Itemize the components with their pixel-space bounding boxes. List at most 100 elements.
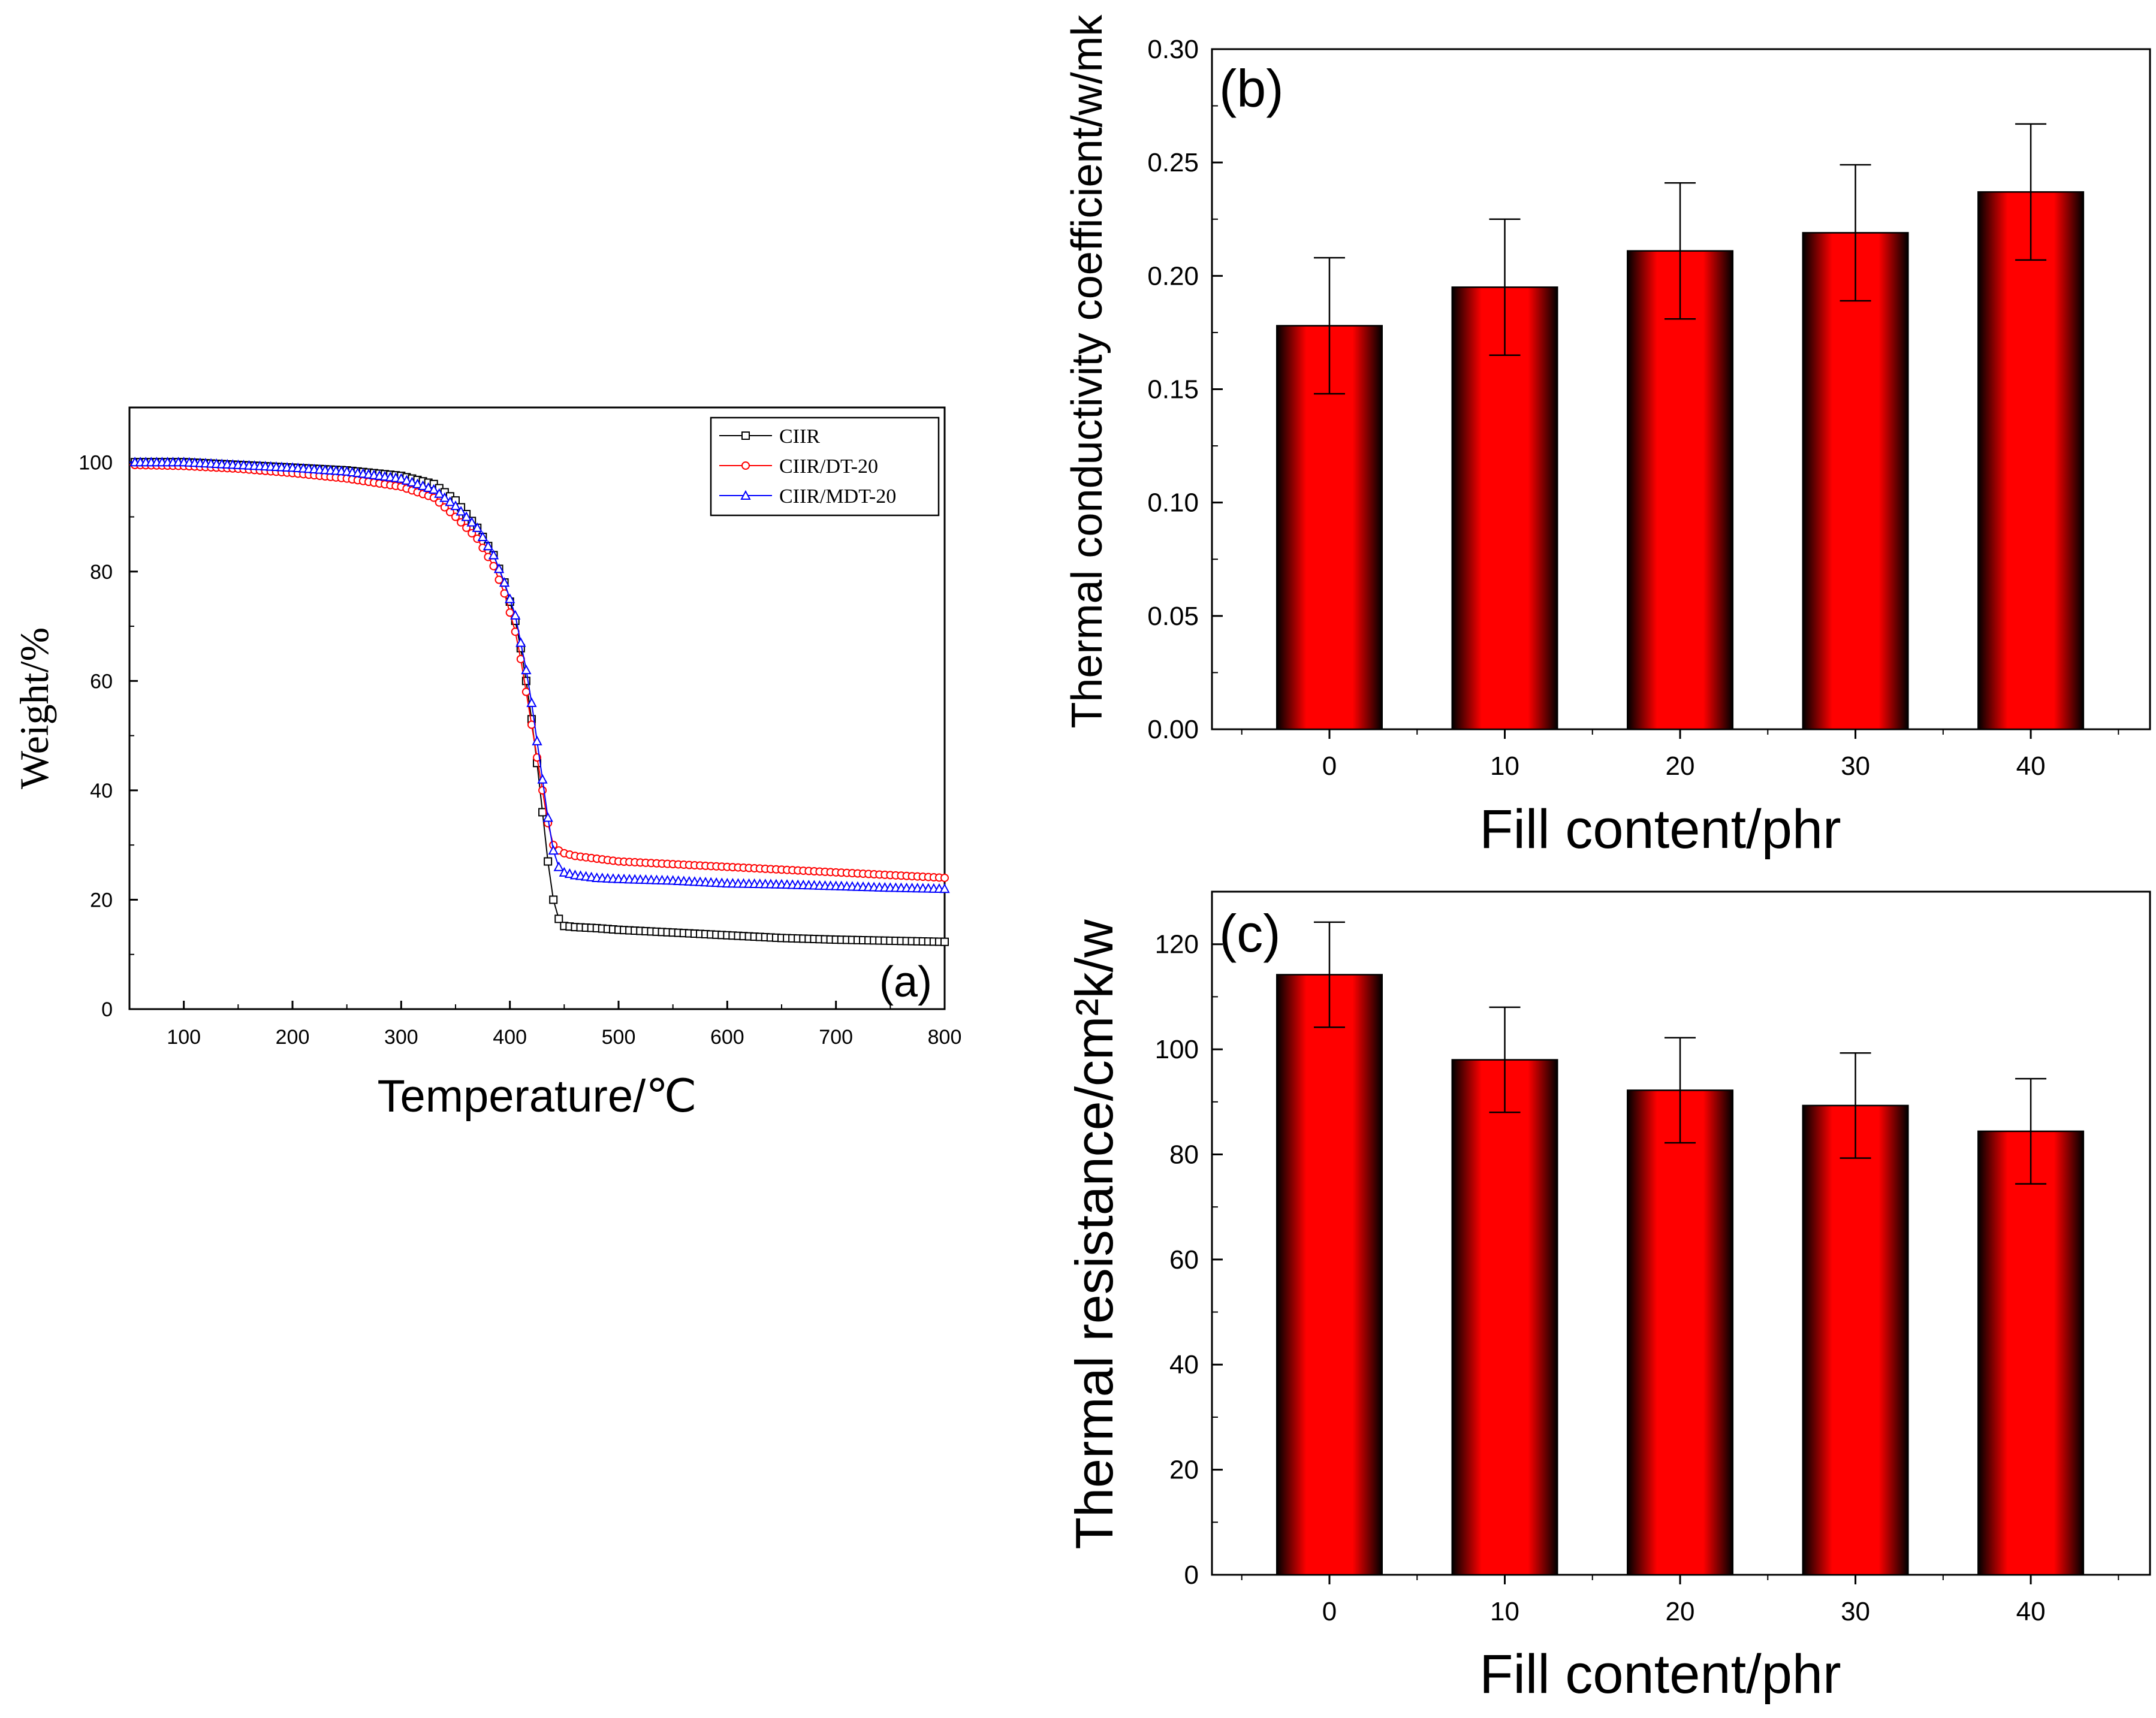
data-point: [483, 541, 494, 551]
x-tick-label: 300: [384, 1026, 418, 1049]
panel-a-xlabel: Temperature/℃: [377, 1071, 696, 1122]
x-tick-label: 700: [819, 1026, 853, 1049]
y-tick-label: 20: [90, 889, 113, 911]
data-point: [549, 895, 558, 904]
y-tick-label: 40: [1169, 1350, 1199, 1379]
x-tick-label: 800: [928, 1026, 962, 1049]
bar-30: [1802, 232, 1909, 730]
x-tick-label: 0: [1322, 1597, 1337, 1626]
data-point: [553, 861, 564, 871]
y-tick-label: 0: [101, 998, 113, 1021]
y-tick-label: 120: [1155, 930, 1199, 959]
panel-a-legend: CIIR CIIR/DT-20 CIIR/MDT-20: [710, 416, 940, 517]
data-point: [493, 563, 505, 573]
panel-b-ticks: 0.00 0.05 0.10 0.15 0.20 0.25 0.30 0 10 20 30 40: [1147, 35, 2119, 781]
y-tick-label: 100: [1155, 1035, 1199, 1064]
x-tick-label: 0: [1322, 751, 1337, 781]
x-tick-label: 10: [1490, 751, 1519, 781]
x-tick-label: 200: [276, 1026, 310, 1049]
x-tick-label: 500: [602, 1026, 636, 1049]
bar-10: [1451, 1059, 1558, 1576]
y-tick-label: 100: [79, 451, 113, 474]
data-point: [505, 608, 514, 617]
data-point: [429, 484, 439, 494]
data-point: [532, 735, 542, 745]
y-tick-label: 0.30: [1147, 35, 1199, 64]
x-tick-label: 30: [1841, 751, 1870, 781]
x-tick-label: 10: [1490, 1597, 1519, 1626]
x-tick-label: 100: [167, 1026, 201, 1049]
panel-c-bars: [1275, 921, 2085, 1576]
panel-b-conductivity-bar-chart: 0.00 0.05 0.10 0.15 0.20 0.25 0.30 0 10 20 30 40 (b…: [1063, 14, 2151, 860]
panel-a-label: (a): [879, 958, 932, 1006]
panel-a-series: [129, 457, 950, 946]
bar-30: [1802, 1104, 1909, 1576]
y-tick-label: 0.25: [1147, 148, 1199, 177]
data-point: [940, 873, 949, 882]
data-point: [559, 866, 570, 877]
x-tick-label: 400: [493, 1026, 527, 1049]
data-point: [939, 883, 950, 893]
y-tick-label: 60: [90, 670, 113, 693]
panel-c-ylabel: Thermal resistance/cm²k/w: [1065, 919, 1124, 1550]
data-point: [461, 511, 472, 521]
data-point: [472, 522, 483, 532]
data-point: [521, 664, 532, 675]
y-tick-label: 0.10: [1147, 488, 1199, 518]
y-tick-label: 60: [1169, 1245, 1199, 1275]
data-point: [466, 517, 477, 527]
data-point: [521, 687, 530, 696]
data-point: [396, 473, 407, 483]
bar-20: [1627, 250, 1734, 730]
panel-b-xlabel: Fill content/phr: [1479, 799, 1841, 860]
y-tick-label: 20: [1169, 1456, 1199, 1485]
y-tick-label: 80: [1169, 1140, 1199, 1169]
y-tick-label: 80: [90, 561, 113, 584]
x-tick-label: 20: [1666, 751, 1695, 781]
data-point: [526, 697, 537, 707]
data-point: [488, 549, 499, 560]
data-point: [456, 506, 466, 516]
data-point: [434, 488, 445, 498]
x-tick-label: 20: [1666, 1597, 1695, 1626]
data-point: [445, 496, 456, 506]
data-point: [548, 845, 559, 855]
y-tick-label: 0.05: [1147, 602, 1199, 631]
y-tick-label: 40: [90, 780, 113, 802]
data-point: [445, 508, 454, 517]
y-tick-label: 0.00: [1147, 715, 1199, 744]
x-tick-label: 40: [2016, 751, 2046, 781]
data-point: [940, 937, 949, 946]
data-point: [741, 431, 750, 440]
panel-b-ylabel: Thermal conductivity coefficient/w/mk: [1063, 14, 1111, 728]
bar-20: [1627, 1089, 1734, 1576]
panel-c-label: (c): [1219, 904, 1281, 963]
x-tick-label: 40: [2016, 1597, 2046, 1626]
panel-a-ticks: 100 200 300 400 500 600 700 800 0 20 40 60 80 100: [79, 407, 961, 1049]
data-point: [401, 475, 412, 485]
data-point: [417, 480, 429, 490]
panel-b-bars: [1275, 123, 2085, 730]
series-line: [129, 461, 945, 890]
panel-b-label: (b): [1219, 59, 1284, 118]
data-point: [477, 531, 489, 542]
data-point: [494, 575, 503, 584]
series-ciir-dt-20: [129, 461, 949, 882]
bar-10: [1451, 286, 1558, 730]
data-point: [544, 857, 553, 866]
panel-a-ylabel: Weight/%: [11, 627, 57, 789]
legend-label: CIIR/DT-20: [779, 455, 878, 478]
panel-c-xlabel: Fill content/phr: [1479, 1644, 1841, 1705]
data-point: [510, 609, 521, 620]
legend-label: CIIR: [779, 425, 820, 448]
data-point: [538, 808, 547, 817]
data-point: [554, 914, 563, 923]
panel-c-ticks: 0 20 40 60 80 100 120 0 10 20 30 40: [1155, 930, 2119, 1626]
data-point: [740, 490, 751, 500]
data-point: [412, 478, 423, 488]
data-point: [515, 637, 526, 647]
x-tick-label: 30: [1841, 1597, 1870, 1626]
bar-40: [1977, 191, 2085, 730]
data-point: [499, 576, 510, 587]
